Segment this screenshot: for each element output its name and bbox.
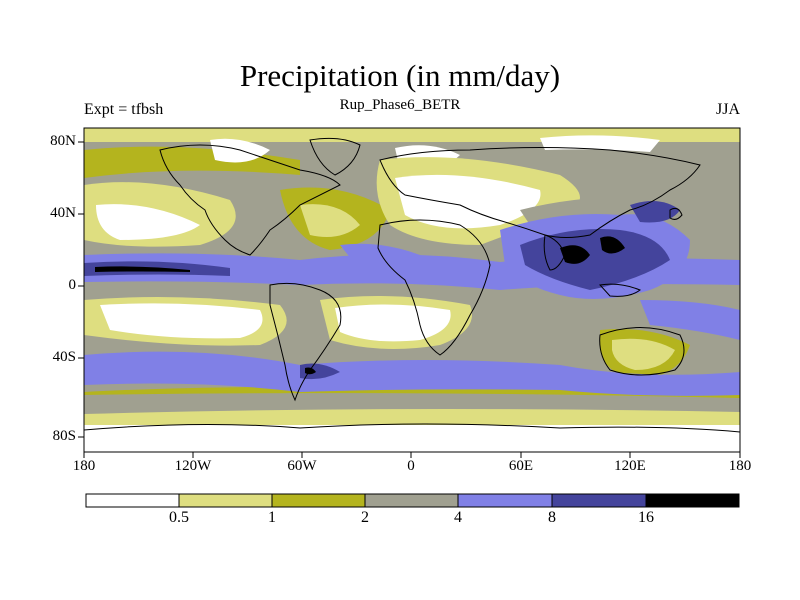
colorbar-swatch (85, 493, 180, 508)
colorbar-swatch (457, 493, 553, 508)
colorbar-label: 2 (361, 509, 369, 526)
precip-field (84, 128, 740, 452)
lon-label: 180 (72, 458, 96, 474)
colorbar-swatch (364, 493, 459, 508)
lon-label: 120E (614, 458, 646, 474)
lat-label: 0 (68, 277, 77, 293)
colorbar-swatch (178, 493, 273, 508)
colorbar-label: 16 (638, 509, 654, 526)
lat-label: 40N (50, 205, 76, 221)
coastlines (84, 137, 740, 433)
colorbar-label: 4 (454, 509, 462, 526)
colorbar-swatch (645, 493, 740, 508)
lat-label: 80S (52, 428, 76, 444)
map-frame (83, 127, 741, 453)
lat-label: 40S (52, 349, 76, 365)
experiment-label: Expt = tfbsh (84, 101, 164, 118)
colorbar-label: 0.5 (169, 509, 189, 526)
map-subtitle: Rup_Phase6_BETR (339, 97, 461, 113)
colorbar-label: 8 (548, 509, 556, 526)
colorbar-label: 1 (268, 509, 276, 526)
map-title: Precipitation (in mm/day) (239, 58, 561, 93)
colorbar (85, 493, 740, 508)
axis-ticks (78, 141, 741, 458)
lon-label: 180 (728, 458, 752, 474)
season-label: JJA (715, 101, 740, 118)
colorbar-swatch (551, 493, 647, 508)
lon-label: 60E (508, 458, 534, 474)
colorbar-swatch (271, 493, 366, 508)
lat-label: 80N (50, 133, 76, 149)
lon-label: 60W (287, 458, 317, 474)
lon-label: 0 (407, 458, 415, 474)
lon-label: 120W (174, 458, 212, 474)
